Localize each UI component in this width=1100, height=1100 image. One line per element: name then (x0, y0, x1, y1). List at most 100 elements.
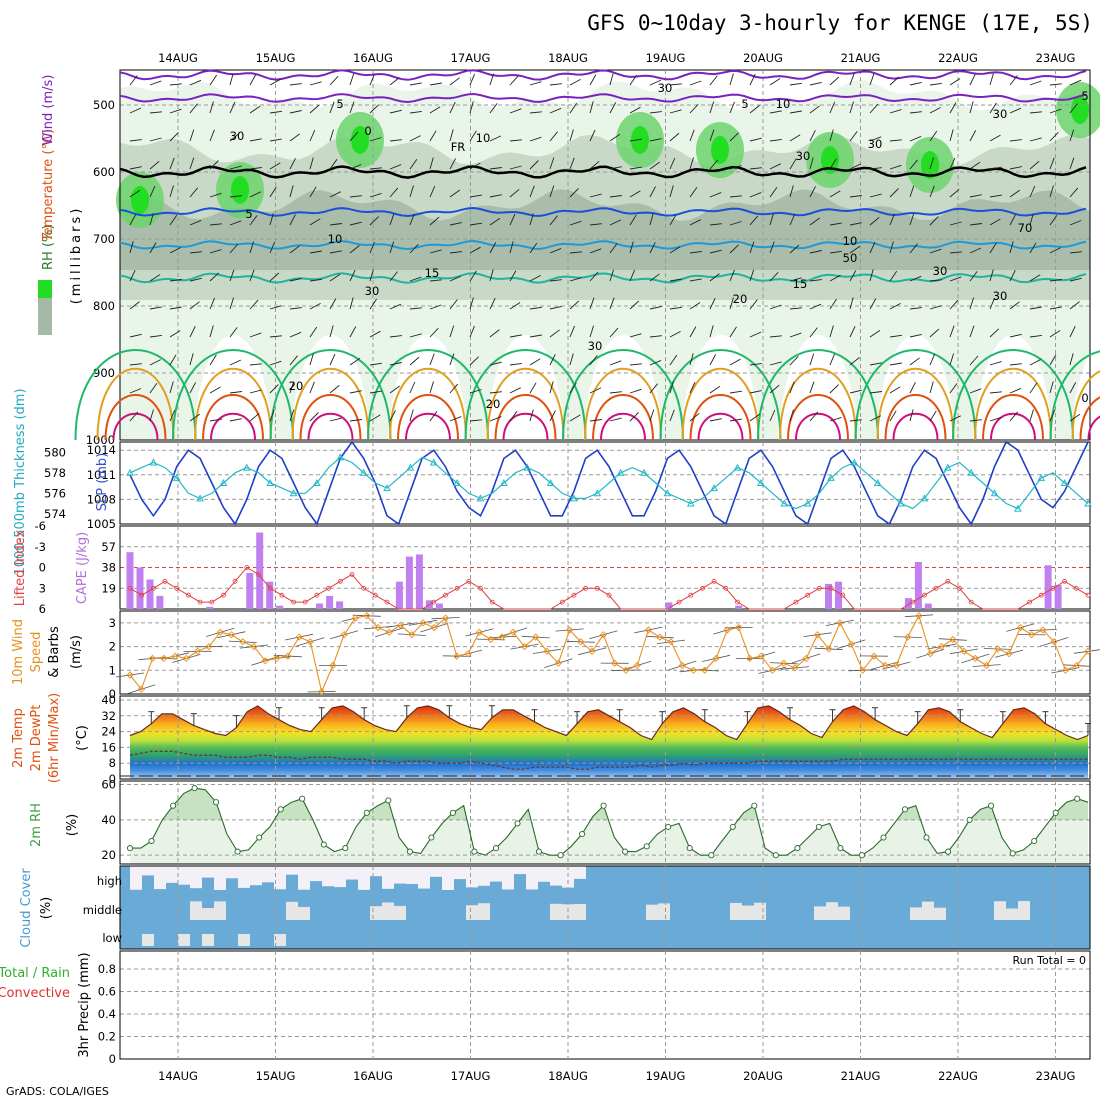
wind-barb (1069, 79, 1082, 86)
slp-tick: 1011 (87, 468, 116, 482)
rh-contour-label: 30 (868, 137, 883, 151)
wind-barb (269, 110, 282, 114)
wind-barb (429, 304, 442, 310)
wind-barb (649, 335, 662, 338)
lifted-index-marker (828, 585, 834, 591)
wind-barb (569, 382, 577, 394)
wind-barb (569, 79, 581, 86)
wind-barb (809, 303, 822, 310)
wind-barb (789, 381, 795, 394)
wind-barb (889, 164, 902, 170)
wind-barb (869, 193, 882, 198)
ylabel-minmax: (6hr Min/Max) (47, 693, 62, 783)
wind10m-panel: 3 2 1 0 (109, 610, 1100, 701)
stability-ylabels: Lifted Index CAPE (J/kg) (13, 529, 90, 606)
cloud-clear-low (274, 934, 286, 946)
rh2m-marker (966, 816, 973, 823)
wind-barb (1029, 382, 1038, 394)
rh2m-marker (923, 834, 930, 841)
temp-tick: 24 (101, 725, 116, 739)
wind-barb (769, 186, 778, 198)
wind-barb (269, 360, 282, 366)
wind-barb (909, 382, 916, 394)
wind-barb (429, 410, 438, 422)
cloud-clear-middle (298, 906, 310, 920)
wind-barb (269, 186, 277, 198)
wind-barb (909, 275, 922, 282)
cloud-clear-middle (370, 906, 382, 920)
temperature-dome (104, 394, 167, 441)
date-label-bottom: 21AUG (841, 1069, 881, 1083)
wind-barb (209, 192, 222, 198)
wind10m-marker (644, 626, 653, 634)
cloud-clear-high (130, 866, 142, 890)
date-label-bottom: 19AUG (646, 1069, 686, 1083)
temperature-dome (659, 349, 782, 441)
wind10m-marker (543, 647, 551, 655)
temperature-dome (269, 349, 392, 441)
wind-barb (149, 306, 162, 310)
wind-barb (209, 272, 220, 282)
wind-barb (409, 185, 414, 198)
date-label-top: 14AUG (158, 51, 198, 65)
wind-barb (269, 384, 279, 394)
wind-barb (1009, 411, 1019, 422)
temp-tick: 0 (109, 772, 116, 786)
thickness-marker (500, 478, 508, 486)
wind-barb (989, 391, 1002, 394)
ylabel-rh-unit: (%) (65, 814, 80, 837)
wind-barb (129, 189, 141, 198)
cloud-clear-high (454, 866, 466, 880)
wind-barb (329, 191, 341, 198)
wind-barb (649, 111, 662, 114)
cloud-clear-high (190, 866, 202, 889)
wind-barb (529, 81, 542, 86)
wind-barb (149, 213, 154, 226)
wind-barb (509, 241, 514, 254)
wind-barb (549, 247, 562, 254)
wind-barb (1049, 247, 1061, 254)
wind-barb (949, 157, 956, 170)
rh2m-marker (557, 852, 564, 859)
cape-bar (276, 605, 284, 609)
wind-barb (809, 81, 822, 86)
wind-barb (949, 299, 959, 310)
cape-bar (136, 567, 144, 609)
wind10m-marker (1005, 650, 1013, 658)
cloud-clear-low (178, 934, 190, 946)
wind-barb (349, 221, 362, 226)
wind-barb (1009, 301, 1020, 310)
wind-barb (789, 332, 802, 338)
wind-barb (729, 132, 739, 142)
wind-barb (889, 188, 899, 198)
thickness-marker (1084, 499, 1092, 507)
cloud-clear-middle (478, 903, 490, 920)
wind-barb (329, 159, 338, 170)
wind10m-marker (295, 633, 303, 641)
wind-barb (1009, 107, 1022, 114)
cloud-clear-middle (742, 905, 754, 920)
rh2m-marker (708, 852, 715, 859)
cloud-level-label: middle (83, 903, 122, 917)
wind-barb (669, 185, 674, 198)
wind-barb (369, 241, 375, 254)
wind10m-marker (825, 645, 833, 653)
wind-barb (549, 107, 562, 114)
rh2m-marker (126, 845, 134, 852)
wind-barb (989, 416, 1002, 422)
wind-barb (369, 104, 380, 114)
wind-barb (629, 74, 637, 86)
wind10m-marker (148, 654, 157, 663)
dewpoint-line (129, 750, 1088, 770)
rh2m-marker (988, 802, 995, 809)
dry-boundary-layer (973, 335, 1053, 440)
wind-barb (309, 326, 318, 338)
cloud-cover-panel: high middle low (83, 865, 1091, 950)
wind10m-marker (847, 640, 855, 648)
date-label-top: 22AUG (938, 51, 978, 65)
wind-barb (149, 359, 161, 366)
wind-barb (369, 216, 379, 226)
temp-tick: 16 (101, 740, 116, 754)
wind-barb (689, 326, 697, 338)
wind-barb (709, 249, 722, 254)
